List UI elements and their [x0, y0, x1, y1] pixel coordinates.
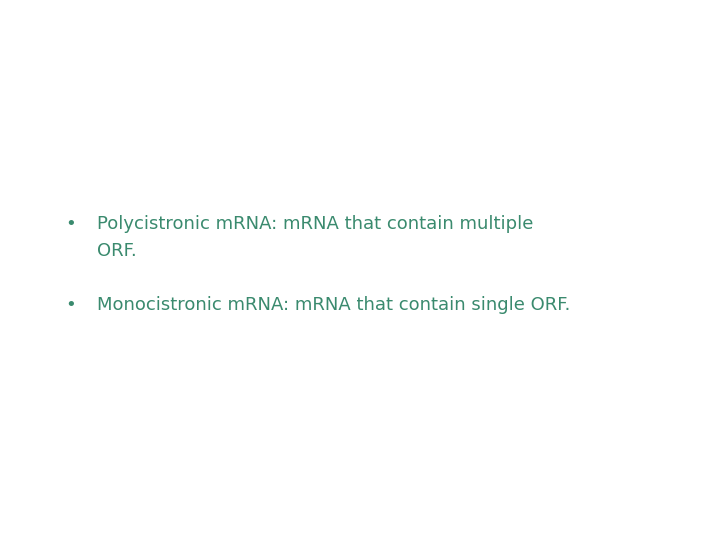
Text: Monocistronic mRNA: mRNA that contain single ORF.: Monocistronic mRNA: mRNA that contain si… [97, 296, 570, 314]
Text: Polycistronic mRNA: mRNA that contain multiple: Polycistronic mRNA: mRNA that contain mu… [97, 215, 534, 233]
Text: •: • [65, 215, 76, 233]
Text: ORF.: ORF. [97, 242, 137, 260]
Text: •: • [65, 296, 76, 314]
